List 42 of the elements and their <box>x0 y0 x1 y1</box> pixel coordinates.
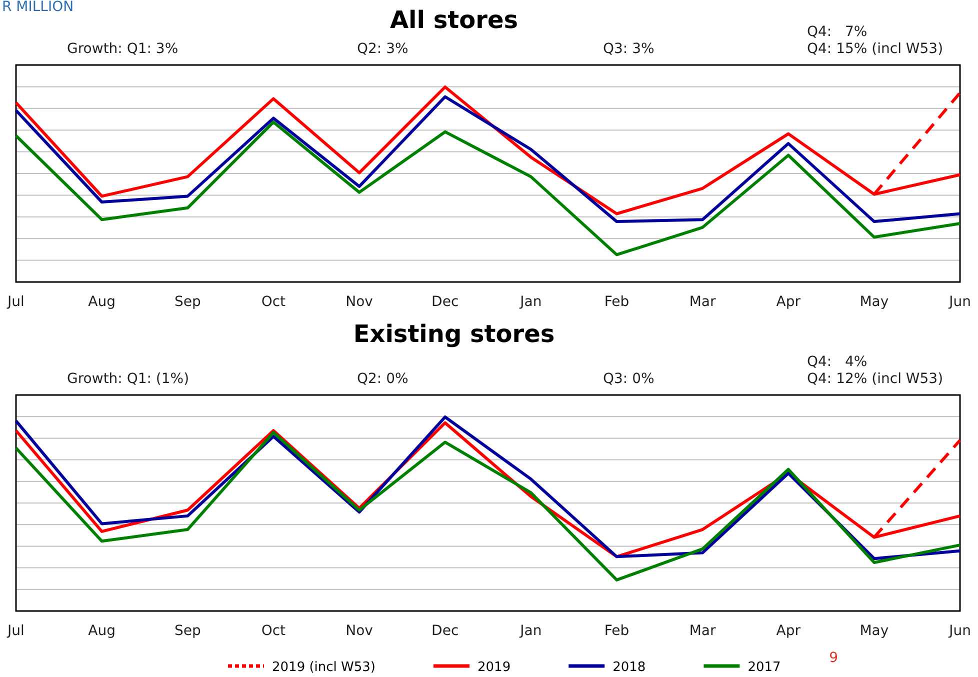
chart-title: Existing stores <box>353 320 555 348</box>
x-tick-label: Feb <box>604 294 630 310</box>
x-tick-label: Apr <box>776 294 801 310</box>
text: Q2: 3% <box>357 41 408 57</box>
x-tick-label: Jun <box>948 294 971 310</box>
text: Q3: 3% <box>603 41 654 57</box>
x-tick-label: Jan <box>519 294 542 310</box>
x-tick-label: Dec <box>432 294 459 310</box>
x-tick-label: May <box>860 294 889 310</box>
text: Q4: 7% <box>807 24 868 40</box>
chart-title: All stores <box>390 6 518 34</box>
x-tick-label: Feb <box>604 622 630 639</box>
text: R MILLION <box>2 0 74 15</box>
x-tick-label: Jul <box>6 294 24 310</box>
x-tick-label: Jan <box>519 622 542 639</box>
x-tick-label: May <box>860 622 889 639</box>
x-tick-label: Oct <box>261 622 286 639</box>
legend-label: 2018 <box>612 660 646 675</box>
x-tick-label: Mar <box>689 622 716 639</box>
x-tick-label: Sep <box>174 294 201 310</box>
text: Growth: Q1: (1%) <box>67 371 190 387</box>
text: Growth: Q1: 3% <box>67 41 178 57</box>
text: 9 <box>829 650 838 666</box>
legend-label: 2017 <box>748 660 781 675</box>
x-tick-label: Oct <box>261 294 286 310</box>
x-tick-label: Jul <box>6 622 24 639</box>
text: Q4: 4% <box>807 354 868 370</box>
x-tick-label: Nov <box>346 294 373 310</box>
x-tick-label: Aug <box>88 622 116 639</box>
x-tick-label: Jun <box>948 622 971 639</box>
x-tick-label: Sep <box>174 622 201 639</box>
x-tick-label: Aug <box>88 294 116 310</box>
legend-label: 2019 (incl W53) <box>272 660 376 675</box>
x-tick-label: Mar <box>689 294 716 310</box>
text: Q2: 0% <box>357 371 408 387</box>
x-tick-label: Apr <box>776 622 801 639</box>
x-tick-label: Nov <box>346 622 373 639</box>
text: Q3: 0% <box>603 371 654 387</box>
legend-label: 2019 <box>478 660 511 675</box>
text: Q4: 15% (incl W53) <box>807 41 944 57</box>
text: Q4: 12% (incl W53) <box>807 371 944 387</box>
x-tick-label: Dec <box>432 622 459 639</box>
